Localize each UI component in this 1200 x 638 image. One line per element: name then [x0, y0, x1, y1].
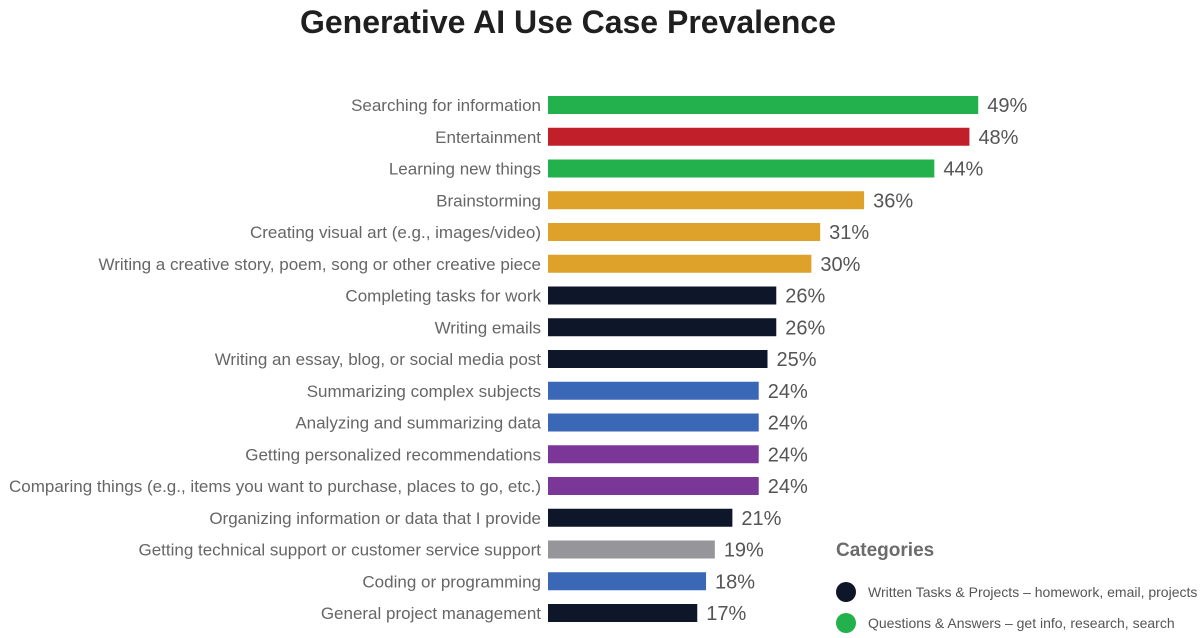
category-label: Analyzing and summarizing data — [295, 414, 541, 433]
category-label: Getting technical support or customer se… — [138, 541, 541, 560]
category-label: Comparing things (e.g., items you want t… — [9, 477, 541, 496]
value-label: 24% — [768, 444, 808, 466]
value-label: 24% — [768, 413, 808, 435]
legend-swatch — [836, 612, 856, 633]
value-label: 44% — [943, 159, 983, 181]
value-label: 25% — [777, 349, 817, 371]
value-label: 30% — [820, 254, 860, 276]
category-label: Organizing information or data that I pr… — [209, 509, 541, 528]
legend-label: Written Tasks & Projects – homework, ema… — [868, 583, 1198, 600]
category-label: Getting personalized recommendations — [245, 445, 541, 464]
bar — [548, 572, 707, 591]
value-label: 24% — [768, 381, 808, 403]
bar — [548, 350, 768, 368]
category-label: Searching for information — [351, 96, 541, 115]
bar — [548, 159, 935, 178]
bar — [548, 508, 733, 527]
value-label: 26% — [785, 317, 825, 339]
category-label: Coding or programming — [362, 572, 541, 591]
category-label: General project management — [321, 604, 541, 623]
value-label: 18% — [715, 571, 755, 593]
bar — [548, 604, 698, 622]
value-label: 26% — [785, 286, 825, 308]
category-label: Writing emails — [435, 318, 541, 337]
value-label: 31% — [829, 222, 869, 244]
value-label: 21% — [741, 508, 781, 530]
legend-label: Questions & Answers – get info, research… — [868, 614, 1175, 631]
legend-swatch — [836, 581, 856, 602]
bar — [548, 286, 777, 305]
value-label: 48% — [978, 127, 1018, 149]
category-label: Creating visual art (e.g., images/video) — [250, 223, 541, 242]
bar — [548, 445, 759, 464]
value-label: 24% — [768, 476, 808, 498]
chart-title: Generative AI Use Case Prevalence — [299, 4, 836, 40]
category-label: Writing an essay, blog, or social media … — [215, 350, 542, 369]
bar — [548, 540, 715, 559]
bar — [548, 413, 759, 432]
value-label: 17% — [706, 603, 746, 625]
bar — [548, 223, 821, 241]
bar — [548, 191, 865, 210]
bar — [548, 381, 759, 400]
bar — [548, 318, 777, 337]
category-label: Completing tasks for work — [345, 287, 541, 306]
bar — [548, 127, 970, 146]
bar — [548, 96, 979, 114]
category-label: Entertainment — [435, 128, 541, 147]
category-label: Summarizing complex subjects — [307, 382, 541, 401]
category-label: Learning new things — [389, 160, 541, 179]
legend-item-questions-answers: Questions & Answers – get info, research… — [836, 607, 1197, 638]
bar — [548, 477, 759, 495]
category-label: Writing a creative story, poem, song or … — [98, 255, 541, 274]
category-label: Brainstorming — [436, 191, 541, 210]
value-label: 49% — [987, 95, 1027, 117]
value-label: 19% — [724, 540, 764, 562]
legend: Categories Written Tasks & Projects – ho… — [836, 540, 1197, 638]
bar — [548, 254, 812, 273]
legend-item-written-tasks: Written Tasks & Projects – homework, ema… — [836, 576, 1197, 607]
value-label: 36% — [873, 190, 913, 212]
legend-title: Categories — [836, 540, 935, 561]
